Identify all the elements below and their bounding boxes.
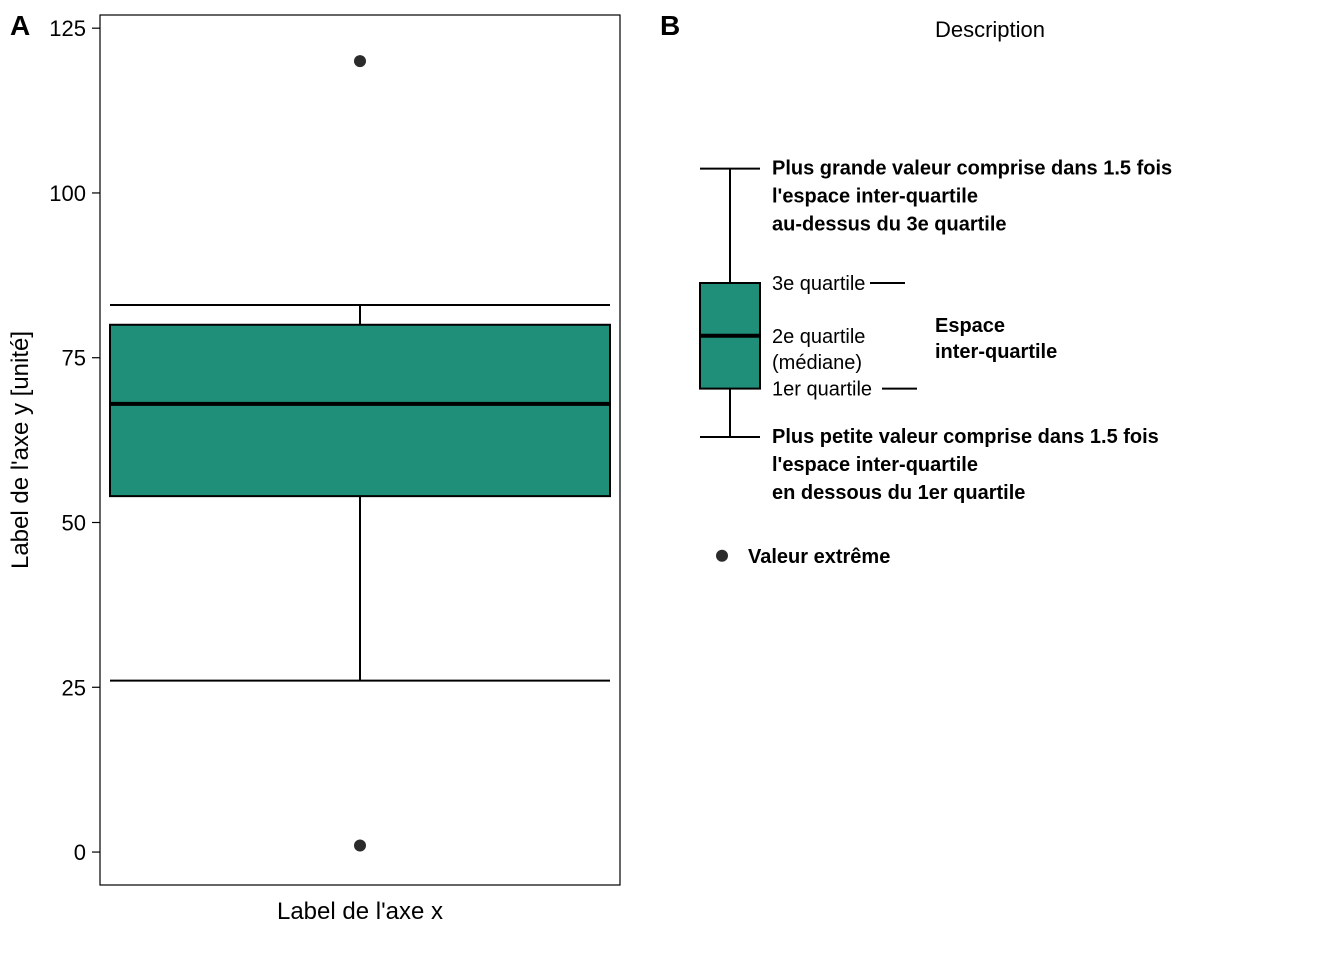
panel-b-title: Description (935, 17, 1045, 42)
boxplot-figure: 0 25 50 75 100 125 Label de l'axe y [unité] L… (0, 0, 1344, 960)
panel-a-y-ticks: 0 25 50 75 100 125 (49, 16, 100, 865)
annotation-text: Valeur extrême (748, 546, 890, 568)
annotation-text: Plus grande valeur comprise dans 1.5 foi… (772, 158, 1172, 180)
annotation-text: l'espace inter-quartile (772, 454, 978, 476)
outlier-dot (354, 55, 366, 67)
panel-a-x-label: Label de l'axe x (277, 898, 443, 925)
panel-a-y-label: Label de l'axe y [unité] (7, 331, 34, 569)
annotation-text: 1er quartile (772, 379, 872, 401)
annotation-text: Plus petite valeur comprise dans 1.5 foi… (772, 426, 1159, 448)
panel-b-label: B (660, 10, 680, 41)
annotation-text: Espace (935, 315, 1005, 337)
y-tick-label: 125 (49, 16, 86, 41)
y-tick-label: 75 (62, 346, 86, 371)
outlier-icon (716, 550, 728, 562)
y-tick-label: 50 (62, 511, 86, 536)
y-tick-label: 25 (62, 675, 86, 700)
annotation-text: (médiane) (772, 352, 862, 374)
outlier-dot (354, 839, 366, 851)
panel-b-annotations: Plus grande valeur comprise dans 1.5 foi… (748, 158, 1172, 568)
annotation-text: 3e quartile (772, 273, 865, 295)
annotation-text: au-dessus du 3e quartile (772, 214, 1007, 236)
annotation-text: 2e quartile (772, 326, 865, 348)
panel-a-label: A (10, 10, 30, 41)
annotation-text: inter-quartile (935, 341, 1057, 363)
y-tick-label: 0 (74, 840, 86, 865)
annotation-text: l'espace inter-quartile (772, 186, 978, 208)
annotation-text: en dessous du 1er quartile (772, 482, 1025, 504)
y-tick-label: 100 (49, 181, 86, 206)
